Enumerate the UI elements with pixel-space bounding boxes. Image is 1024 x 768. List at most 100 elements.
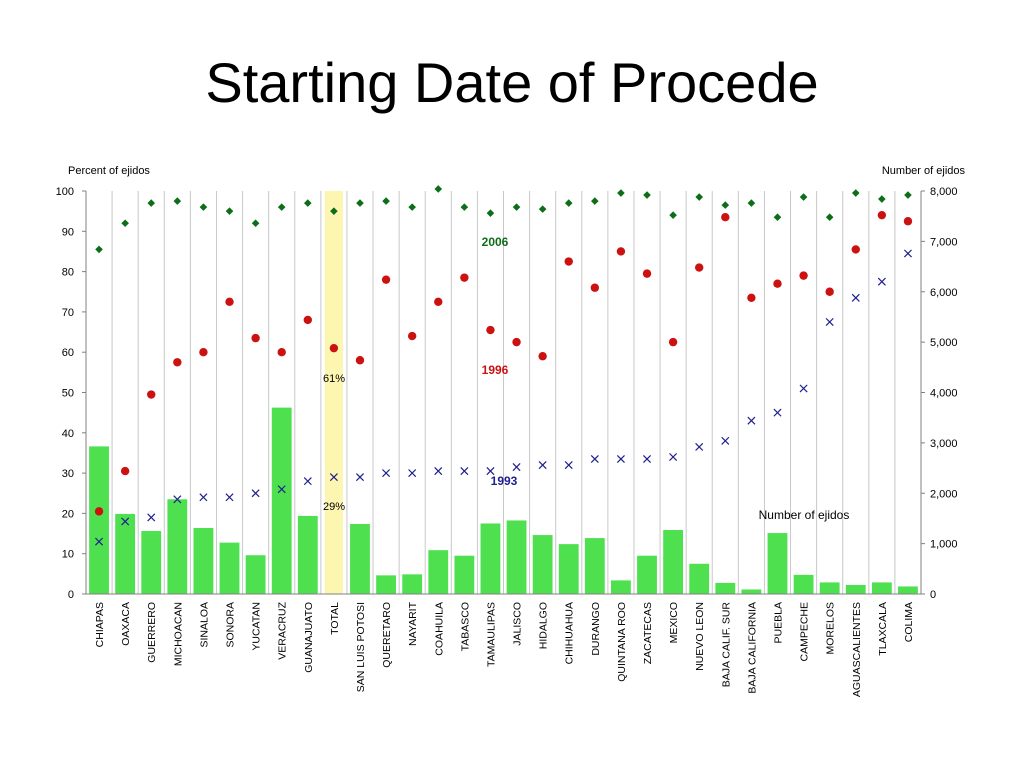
marker-2006 xyxy=(591,197,599,205)
marker-1996 xyxy=(434,297,443,307)
marker-1993 xyxy=(825,317,834,326)
marker-1996 xyxy=(381,275,391,284)
right-tick-label: 8,000 xyxy=(930,186,958,198)
marker-1996 xyxy=(147,390,156,399)
marker-2006 xyxy=(147,199,156,207)
marker-1993 xyxy=(877,277,886,286)
x-stroke xyxy=(408,469,417,478)
marker-1996 xyxy=(903,217,913,226)
right-axis-title: Number of ejidos xyxy=(882,165,966,177)
marker-1996 xyxy=(747,293,756,302)
bar xyxy=(454,555,475,594)
bar xyxy=(271,407,292,594)
x-stroke xyxy=(225,493,234,502)
left-axis-title: Percent of ejidos xyxy=(68,165,150,177)
category-label: SINALOA xyxy=(198,602,210,648)
x-stroke xyxy=(147,513,156,522)
marker-2006 xyxy=(95,245,103,254)
left-tick-label: 50 xyxy=(62,388,74,400)
marker-2006 xyxy=(851,189,860,197)
category-label: BAJA CALIFORNIA xyxy=(746,602,758,694)
marker-1993 xyxy=(669,452,678,462)
marker-1996 xyxy=(668,337,678,347)
bar xyxy=(89,446,109,594)
left-tick-label: 100 xyxy=(56,186,74,198)
marker-1996 xyxy=(695,263,704,272)
category-label: GUERRERO xyxy=(146,602,158,663)
x-stroke xyxy=(173,495,182,504)
category-label: GUANAJUATO xyxy=(303,602,315,673)
marker-1993 xyxy=(121,517,130,526)
marker-1993 xyxy=(564,461,573,470)
marker-1996 xyxy=(329,343,339,353)
bar xyxy=(689,563,710,594)
x-stroke xyxy=(877,277,886,286)
marker-1996 xyxy=(407,331,417,341)
category-label: COAHUILA xyxy=(433,602,445,656)
marker-2006 xyxy=(669,211,677,219)
category-label: NUEVO LEON xyxy=(694,602,706,671)
bar xyxy=(219,542,240,594)
x-stroke xyxy=(773,408,782,417)
bar xyxy=(819,582,840,594)
marker-2006 xyxy=(695,193,704,201)
marker-2006 xyxy=(512,203,521,211)
right-tick-label: 3,000 xyxy=(930,438,958,450)
slide-title: Starting Date of Procede xyxy=(205,51,819,114)
marker-1996 xyxy=(616,247,626,256)
left-tick-label: 20 xyxy=(62,508,74,520)
marker-2006 xyxy=(617,189,625,197)
x-stroke xyxy=(121,517,130,526)
marker-1996 xyxy=(199,348,208,357)
marker-1996 xyxy=(225,297,234,307)
marker-1993 xyxy=(277,485,286,494)
marker-1993 xyxy=(721,436,730,445)
x-stroke xyxy=(303,477,312,486)
x-stroke xyxy=(434,467,443,476)
marker-1996 xyxy=(564,257,573,266)
category-label: TABASCO xyxy=(459,602,471,651)
marker-1993 xyxy=(851,293,860,302)
marker-2006 xyxy=(251,219,260,228)
left-tick-label: 80 xyxy=(62,267,74,279)
marker-1993 xyxy=(460,467,469,476)
right-tick-label: 2,000 xyxy=(930,488,958,500)
right-tick-label: 4,000 xyxy=(930,388,958,400)
category-label: YUCATAN xyxy=(251,602,263,651)
x-stroke xyxy=(669,452,678,462)
marker-2006 xyxy=(303,199,312,207)
right-tick-label: 6,000 xyxy=(930,287,958,299)
bar xyxy=(428,550,449,594)
marker-1993 xyxy=(434,467,443,476)
marker-1996 xyxy=(538,352,547,361)
x-stroke xyxy=(590,454,599,464)
marker-2006 xyxy=(799,193,808,201)
annotation-1993: 1993 xyxy=(491,474,518,488)
highlight-band xyxy=(324,191,343,594)
bar xyxy=(350,523,370,594)
category-label: QUERETARO xyxy=(381,602,393,668)
bar xyxy=(532,535,553,594)
marker-2006 xyxy=(538,205,547,213)
marker-2006 xyxy=(330,207,338,215)
x-stroke xyxy=(695,442,704,451)
marker-2006 xyxy=(643,191,651,199)
marker-1993 xyxy=(695,442,704,451)
category-label: CHIAPAS xyxy=(94,602,106,647)
marker-1996 xyxy=(251,333,260,343)
marker-2006 xyxy=(460,203,469,211)
marker-1993 xyxy=(799,384,808,393)
marker-1996 xyxy=(120,466,130,476)
x-stroke xyxy=(277,485,286,494)
marker-1993 xyxy=(251,489,260,498)
marker-1996 xyxy=(799,271,808,280)
marker-2006 xyxy=(199,203,208,211)
left-tick-label: 0 xyxy=(68,589,74,601)
marker-1993 xyxy=(512,463,521,472)
marker-1993 xyxy=(642,454,652,464)
marker-1996 xyxy=(851,245,860,254)
x-stroke xyxy=(199,493,208,502)
marker-2006 xyxy=(747,199,756,207)
annotation-2006: 2006 xyxy=(482,235,509,249)
bar xyxy=(793,574,814,594)
